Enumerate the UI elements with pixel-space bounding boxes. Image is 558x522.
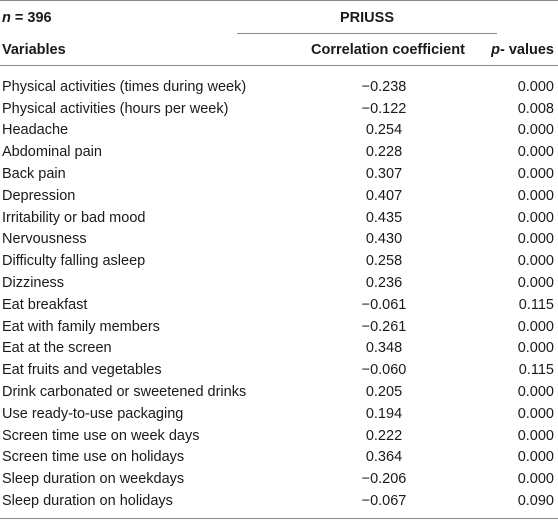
p-value-cell: 0.000 — [517, 340, 554, 357]
table-row: Screen time use on holidays 0.364 0.000 — [0, 447, 558, 469]
correlation-cell: 0.307 — [365, 166, 403, 183]
correlation-cell: 0.364 — [365, 449, 403, 466]
correlation-cell: 0.258 — [365, 253, 403, 270]
correlation-cell: 0.435 — [365, 209, 403, 226]
correlation-cell: −0.206 — [361, 471, 407, 488]
variable-cell: Eat breakfast — [2, 296, 88, 313]
group-header-cell: PRIUSS — [237, 1, 558, 36]
column-header-variables: Variables — [2, 42, 66, 58]
variable-cell: Screen time use on holidays — [2, 449, 185, 466]
correlation-cell: 0.236 — [365, 275, 403, 292]
correlation-cell: 0.194 — [365, 405, 403, 422]
correlation-cell: 0.228 — [365, 144, 403, 161]
variable-cell: Difficulty falling asleep — [2, 253, 146, 270]
table-row: Drink carbonated or sweetened drinks 0.20… — [0, 381, 558, 403]
p-symbol: p — [491, 42, 500, 58]
p-suffix: - values — [500, 42, 554, 58]
table-row: Back pain 0.307 0.000 — [0, 163, 558, 185]
p-value-cell: 0.000 — [517, 275, 554, 292]
table-row: Screen time use on week days 0.222 0.000 — [0, 425, 558, 447]
variable-cell: Use ready-to-use packaging — [2, 405, 184, 422]
table-row: Use ready-to-use packaging 0.194 0.000 — [0, 403, 558, 425]
variable-cell: Nervousness — [2, 231, 87, 248]
column-header-p-values: p- values — [472, 35, 558, 66]
p-value-cell: 0.000 — [517, 144, 554, 161]
header-divider — [0, 65, 558, 77]
variable-cell: Eat with family members — [2, 318, 160, 335]
table-bottom-rule — [0, 512, 558, 519]
table-row: Physical activities (times during week) −… — [0, 76, 558, 98]
p-value-cell: 0.000 — [517, 318, 554, 335]
p-value-cell: 0.000 — [517, 166, 554, 183]
table-row: Irritability or bad mood 0.435 0.000 — [0, 207, 558, 229]
p-value-cell: 0.008 — [517, 100, 554, 117]
variable-cell: Eat at the screen — [2, 340, 112, 357]
table-row: Dizziness 0.236 0.000 — [0, 272, 558, 294]
variable-cell: Back pain — [2, 166, 66, 183]
p-value-cell: 0.000 — [517, 78, 554, 95]
variable-cell: Abdominal pain — [2, 144, 102, 161]
correlation-cell: 0.205 — [365, 384, 403, 401]
table-row: Eat fruits and vegetables −0.060 0.115 — [0, 359, 558, 381]
correlation-cell: −0.067 — [361, 493, 407, 510]
p-value-cell: 0.000 — [517, 231, 554, 248]
table-row: Sleep duration on weekdays −0.206 0.000 — [0, 468, 558, 490]
header-row-columns: Variables Correlation coefficient p- val… — [0, 35, 558, 66]
correlation-cell: −0.261 — [361, 318, 407, 335]
variable-cell: Eat fruits and vegetables — [2, 362, 162, 379]
variable-cell: Dizziness — [2, 275, 65, 292]
table-row: Eat with family members −0.261 0.000 — [0, 316, 558, 338]
sample-size-value: = 396 — [10, 10, 52, 26]
table-header: n = 396 PRIUSS Variables Correlation coe… — [0, 0, 558, 66]
table-row: Depression 0.407 0.000 — [0, 185, 558, 207]
variable-cell: Sleep duration on holidays — [2, 493, 173, 510]
correlation-cell: 0.254 — [365, 122, 403, 139]
variable-cell: Depression — [2, 187, 76, 204]
p-value-cell: 0.115 — [518, 362, 554, 379]
p-value-cell: 0.115 — [518, 296, 554, 313]
sample-size-label: n = 396 — [0, 1, 276, 36]
p-value-cell: 0.000 — [517, 449, 554, 466]
correlation-cell: −0.061 — [361, 296, 407, 313]
correlation-cell: 0.348 — [365, 340, 403, 357]
table-body: Physical activities (times during week) −… — [0, 76, 558, 512]
p-value-cell: 0.000 — [517, 427, 554, 444]
table-row: Abdominal pain 0.228 0.000 — [0, 141, 558, 163]
correlation-cell: 0.407 — [365, 187, 403, 204]
p-value-cell: 0.000 — [517, 209, 554, 226]
p-value-cell: 0.090 — [517, 493, 554, 510]
variable-cell: Headache — [2, 122, 69, 139]
variable-cell: Screen time use on week days — [2, 427, 200, 444]
table-row: Nervousness 0.430 0.000 — [0, 229, 558, 251]
p-value-cell: 0.000 — [517, 122, 554, 139]
correlation-cell: −0.238 — [361, 78, 407, 95]
table-row: Headache 0.254 0.000 — [0, 120, 558, 142]
table-row: Eat breakfast −0.061 0.115 — [0, 294, 558, 316]
p-value-cell: 0.000 — [517, 253, 554, 270]
table-row: Difficulty falling asleep 0.258 0.000 — [0, 250, 558, 272]
group-header-priuss: PRIUSS — [237, 10, 497, 34]
variable-cell: Sleep duration on weekdays — [2, 471, 185, 488]
header-row-group: n = 396 PRIUSS — [0, 0, 558, 36]
correlation-cell: −0.060 — [361, 362, 407, 379]
table-row: Sleep duration on holidays −0.067 0.090 — [0, 490, 558, 512]
p-value-cell: 0.000 — [517, 384, 554, 401]
p-value-cell: 0.000 — [517, 471, 554, 488]
sample-size-symbol: n — [2, 10, 11, 26]
variable-cell: Physical activities (times during week) — [2, 78, 247, 95]
p-value-cell: 0.000 — [517, 405, 554, 422]
column-header-correlation: Correlation coefficient — [311, 42, 465, 58]
variable-cell: Irritability or bad mood — [2, 209, 146, 226]
table-row: Eat at the screen 0.348 0.000 — [0, 338, 558, 360]
p-value-cell: 0.000 — [517, 187, 554, 204]
variable-cell: Physical activities (hours per week) — [2, 100, 229, 117]
correlation-cell: −0.122 — [361, 100, 407, 117]
correlation-cell: 0.430 — [365, 231, 403, 248]
table-row: Physical activities (hours per week) −0.1… — [0, 98, 558, 120]
variable-cell: Drink carbonated or sweetened drinks — [2, 384, 247, 401]
correlation-cell: 0.222 — [365, 427, 403, 444]
